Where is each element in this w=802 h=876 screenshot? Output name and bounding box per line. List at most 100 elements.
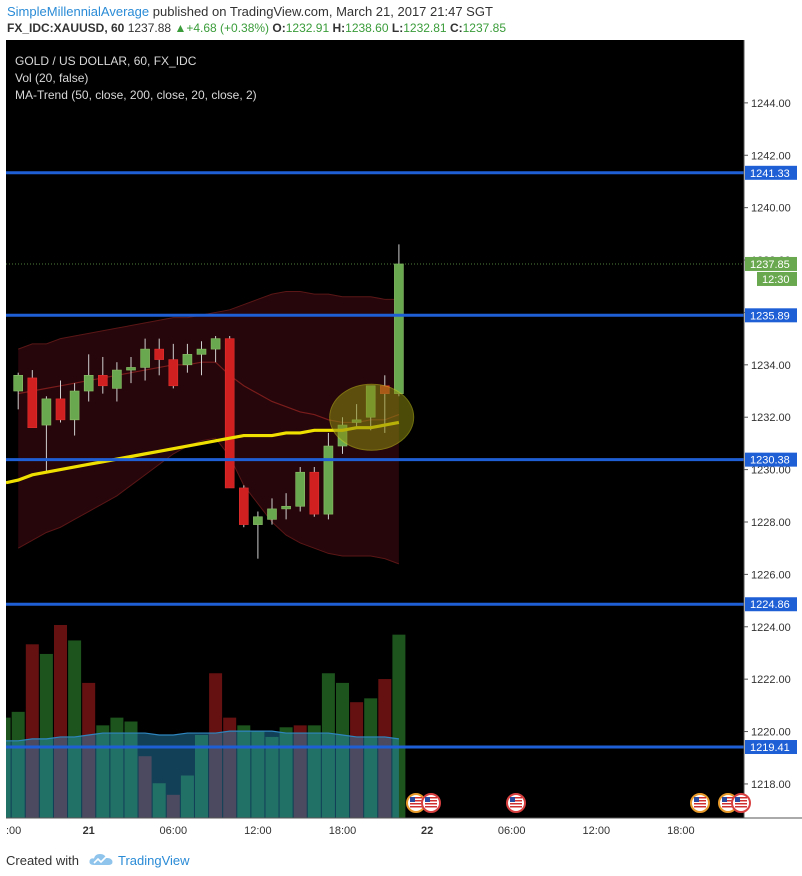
us-flag-icon	[421, 793, 441, 813]
flag-stripe	[425, 803, 437, 805]
flag-stripe	[735, 806, 747, 808]
flag-stripe	[722, 803, 734, 805]
flag-stripe	[722, 806, 734, 808]
candle-body	[309, 471, 320, 515]
flag-stripe	[410, 806, 422, 808]
flag-canton	[410, 797, 415, 802]
flag-stripe	[694, 797, 706, 799]
flag-stripe	[694, 800, 706, 802]
flag-stripe	[735, 803, 747, 805]
y-tick-label: 1218.00	[751, 779, 791, 791]
tradingview-cloud-icon	[88, 852, 114, 868]
candle-body	[27, 377, 38, 428]
x-tick-label: 06:00	[498, 825, 526, 837]
level-price-badge	[745, 597, 797, 612]
countdown-label: 12:30	[762, 274, 790, 286]
y-tick-label: 1244.00	[751, 98, 791, 110]
volume-bar	[392, 634, 406, 818]
flag-stripe	[722, 800, 734, 802]
candle-body	[83, 374, 94, 392]
candle-body	[196, 348, 207, 355]
candle-body	[267, 508, 277, 520]
highlight-layer	[329, 383, 415, 451]
flag-stripe	[735, 797, 747, 799]
flag-stripe	[510, 803, 522, 805]
y-tick-label: 1230.00	[751, 465, 791, 477]
footer: Created with TradingView	[0, 844, 802, 876]
candle-body	[224, 338, 235, 489]
flag-canton	[510, 797, 515, 802]
y-tick-label: 1234.00	[751, 360, 791, 372]
events-layer	[406, 793, 751, 813]
open-label: O:	[272, 21, 286, 35]
quote-line: FX_IDC:XAUUSD, 60 1237.88 ▲+4.68 (+0.38%…	[7, 21, 506, 35]
level-price-label: 1230.38	[750, 455, 790, 467]
last-price-badge	[745, 256, 797, 271]
volume-bar	[180, 775, 194, 818]
time-axis[interactable]: :00 21 06:00 12:00 18:00 22 06:00 12:00 18:00	[6, 817, 802, 844]
us-flag-icon	[506, 793, 526, 813]
candle-body	[210, 338, 221, 350]
candle-body	[239, 487, 249, 525]
candle-body	[394, 263, 404, 394]
x-tick-label: :00	[6, 825, 21, 837]
volume-bar	[251, 731, 265, 818]
flag-stripe	[410, 800, 422, 802]
volume-bar	[279, 727, 293, 818]
flag-canton	[425, 797, 430, 802]
y-tick-label: 1242.00	[751, 150, 791, 162]
flag-stripe	[694, 806, 706, 808]
price-axis[interactable]: 1244.001242.001240.001238.001236.001234.…	[743, 40, 802, 844]
flag-stripe	[510, 806, 522, 808]
flag-stripe	[410, 803, 422, 805]
flag-stripe	[694, 803, 706, 805]
time-axis-background	[6, 818, 802, 844]
volume-bar	[6, 717, 11, 818]
volume-bar	[336, 682, 349, 818]
up-arrow-icon: ▲	[174, 21, 187, 35]
price-chart[interactable]: 1244.001242.001240.001238.001236.001234.…	[6, 40, 802, 844]
y-tick-label: 1240.00	[751, 203, 791, 215]
us-flag-icon	[690, 793, 710, 813]
flag-canton	[694, 797, 699, 802]
volume-bar	[195, 735, 208, 818]
candle-body	[55, 398, 66, 421]
flag-canton	[722, 797, 727, 802]
candle-body	[323, 445, 334, 515]
high-value: 1238.60	[345, 21, 389, 35]
low-value: 1232.81	[403, 21, 447, 35]
volume-bar	[96, 725, 110, 818]
level-price-label: 1241.33	[750, 168, 790, 180]
y-tick-label: 1222.00	[751, 674, 791, 686]
candle-body	[126, 367, 136, 371]
horizontal-levels-layer	[6, 171, 744, 749]
chart-area[interactable]: 1244.001242.001240.001238.001236.001234.…	[6, 40, 802, 844]
tradingview-link[interactable]: TradingView	[118, 853, 190, 868]
chart-legend: GOLD / US DOLLAR, 60, FX_IDC Vol (20, fa…	[15, 54, 257, 102]
author-link[interactable]: SimpleMillennialAverage	[7, 4, 150, 19]
countdown-badge	[757, 271, 797, 286]
candle-body	[41, 398, 52, 426]
y-tick-label: 1232.00	[751, 412, 791, 424]
volume-bar	[166, 794, 180, 818]
x-tick-label: 12:00	[244, 825, 272, 837]
volume-bar	[25, 644, 39, 818]
highlight-ellipse	[329, 383, 415, 451]
legend-volume: Vol (20, false)	[15, 71, 88, 85]
price-change: +4.68 (+0.38%)	[186, 21, 270, 35]
flag-stripe	[425, 800, 437, 802]
candle-body	[295, 471, 306, 507]
volume-ma-line	[6, 730, 399, 742]
y-tick-label: 1226.00	[751, 569, 791, 581]
volume-bar	[265, 736, 279, 818]
symbol-label: FX_IDC:XAUUSD, 60	[7, 21, 125, 35]
legend-title: GOLD / US DOLLAR, 60, FX_IDC	[15, 54, 197, 68]
flag-canton	[735, 797, 740, 802]
candle-body	[253, 516, 263, 525]
band-upper-line	[18, 290, 399, 350]
high-label: H:	[332, 21, 346, 35]
level-price-badge	[745, 452, 797, 467]
legend-ma-trend: MA-Trend (50, close, 200, close, 20, clo…	[15, 88, 257, 102]
flag-stripe	[410, 797, 422, 799]
last-price-label: 1237.85	[750, 259, 790, 271]
